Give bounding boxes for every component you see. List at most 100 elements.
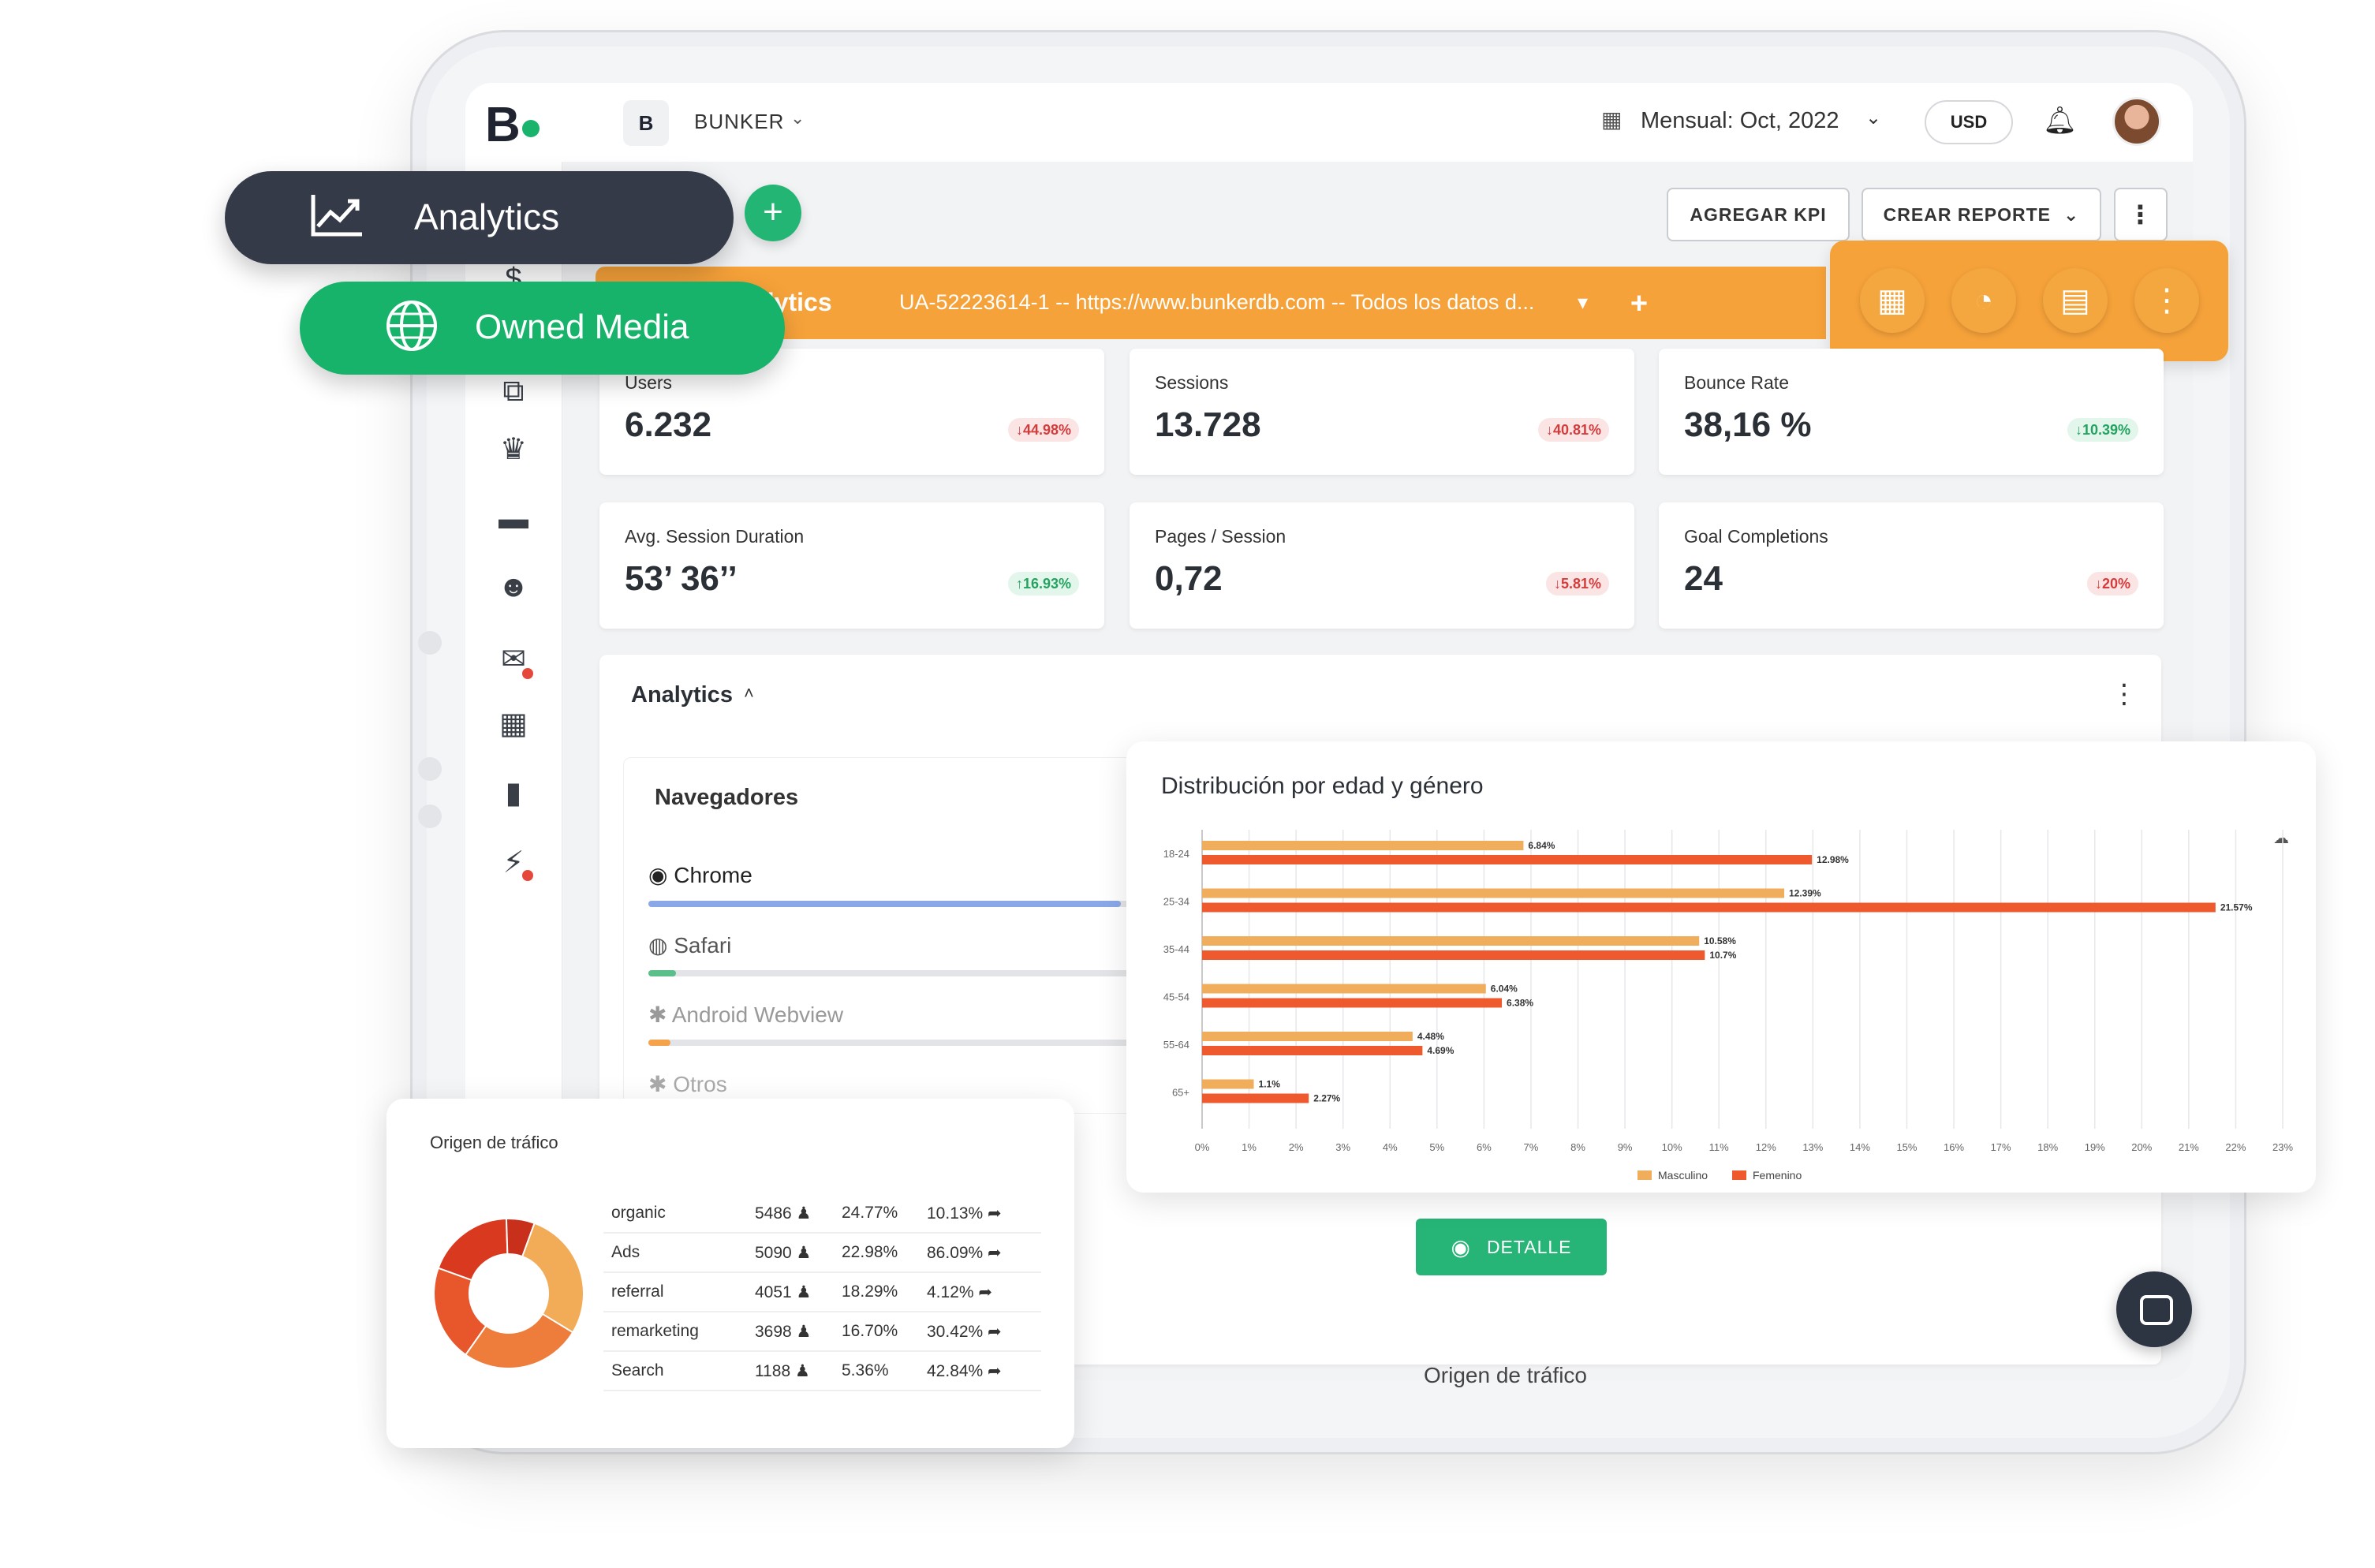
traffic-users: 5486 ♟ (755, 1204, 812, 1223)
data-label: 1.1% (1259, 1079, 1281, 1090)
mail-icon[interactable]: ✉ (501, 643, 526, 676)
x-tick-label: 8% (1570, 1141, 1585, 1153)
x-tick-label: 6% (1477, 1141, 1492, 1153)
kpi-value: 13.728 (1155, 405, 1261, 444)
browser-bar (648, 970, 1145, 976)
kpi-card-bounce-rate[interactable]: Bounce Rate 38,16 % ↓ 10.39% (1659, 349, 2164, 475)
donut-slice-search (505, 1218, 536, 1258)
more-options-button[interactable]: ⋮ (2114, 188, 2168, 241)
x-tick-label: 15% (1896, 1141, 1917, 1153)
owned-media-pill[interactable] (300, 282, 785, 375)
browser-item: ✱ Otros (648, 1072, 727, 1096)
x-tick-label: 13% (1802, 1141, 1823, 1153)
data-label: 6.84% (1528, 840, 1555, 851)
kpi-value: 38,16 % (1684, 405, 1812, 444)
kpi-card-pages-per-session[interactable]: Pages / Session 0,72 ↓ 5.81% (1130, 502, 1634, 629)
users-icon[interactable]: ☻ (498, 570, 529, 603)
bar-masculino (1202, 936, 1700, 946)
x-tick-label: 14% (1850, 1141, 1870, 1153)
x-tick-label: 16% (1944, 1141, 1964, 1153)
browser-bar-fill (648, 901, 1121, 907)
y-tick-label: 25-34 (1163, 896, 1189, 908)
traffic-origin-heading: Origen de tráfico (1424, 1363, 1587, 1387)
folder-icon[interactable]: ▬ (499, 502, 528, 536)
bar-femenino (1202, 1093, 1309, 1103)
chevron-down-icon[interactable]: ▾ (1578, 290, 1589, 314)
trophy-icon[interactable]: ♛ (499, 433, 528, 466)
data-label: 21.57% (2220, 902, 2253, 913)
device-side-button (418, 757, 442, 781)
grid-icon[interactable]: ▦ (1860, 268, 1925, 333)
chevron-down-icon[interactable]: ⌄ (790, 108, 805, 128)
account-selector[interactable]: UA-52223614-1 -- https://www.bunkerdb.co… (899, 290, 1535, 314)
workspace-badge[interactable]: B (623, 100, 669, 146)
browser-item: ◍ Safari (648, 933, 732, 958)
analytics-section-title[interactable]: Analytics (631, 682, 733, 707)
download-icon[interactable]: ☁ (2273, 830, 2289, 847)
kpi-card-sessions[interactable]: Sessions 13.728 ↓ 40.81% (1130, 349, 1634, 475)
data-label: 6.04% (1491, 984, 1518, 995)
kpi-change-badge: ↓ 10.39% (2067, 418, 2138, 442)
x-tick-label: 0% (1195, 1141, 1210, 1153)
donut-slice-remarketing (437, 1218, 509, 1282)
view-switcher-panel: ▦ ◔ ▤ ⋮ (1830, 241, 2228, 361)
avatar[interactable] (2112, 97, 2161, 146)
kpi-change-badge: ↓ 44.98% (1007, 418, 1079, 442)
data-label: 2.27% (1313, 1093, 1340, 1104)
workspace-name[interactable]: BUNKER (694, 110, 785, 133)
copy-icon[interactable]: ⧉ (502, 375, 525, 408)
donut-slice-organic (521, 1222, 584, 1334)
kpi-value: 6.232 (625, 405, 712, 444)
file-icon[interactable]: ▮ (505, 777, 522, 810)
bar-femenino (1202, 855, 1813, 864)
y-tick-label: 55-64 (1163, 1039, 1189, 1051)
legend-label: Masculino (1658, 1169, 1708, 1182)
x-tick-label: 4% (1383, 1141, 1398, 1153)
kebab-icon[interactable]: ⋮ (2134, 268, 2199, 333)
legend-swatch (1732, 1170, 1746, 1180)
bell-icon[interactable]: 🔔︎ (2043, 106, 2078, 136)
create-report-label: CREAR REPORTE (1883, 203, 2052, 225)
bar-femenino (1202, 950, 1705, 960)
app-logo[interactable]: B (485, 97, 540, 153)
data-label: 10.58% (1704, 935, 1736, 946)
x-tick-label: 12% (1756, 1141, 1776, 1153)
bar-masculino (1202, 888, 1785, 898)
kebab-icon[interactable]: ⋮ (2111, 679, 2138, 709)
analytics-pill[interactable] (225, 171, 734, 264)
kpi-card-goal-completions[interactable]: Goal Completions 24 ↓ 20% (1659, 502, 2164, 629)
browser-bar-fill (648, 1040, 671, 1046)
detail-button[interactable]: ◉ DETALLE (1416, 1219, 1607, 1275)
kpi-change-badge: ↓ 20% (2086, 572, 2138, 595)
y-tick-label: 45-54 (1163, 991, 1189, 1003)
traffic-share: 22.98% (842, 1243, 898, 1261)
table-icon[interactable]: ▦ (499, 707, 528, 741)
chevron-up-icon[interactable]: ˄ (744, 683, 754, 703)
table-row: organic 5486 ♟ 24.77% 10.13% ➦ (603, 1193, 1041, 1234)
arrow-down-icon: ↓ (1553, 575, 1561, 592)
currency-selector[interactable]: USD (1925, 100, 2013, 144)
source-bar (596, 267, 1826, 339)
kpi-label: Bounce Rate (1684, 372, 1789, 393)
chevron-down-icon[interactable]: ⌄ (1865, 107, 1882, 129)
traffic-bounce: 42.84% ➦ (927, 1362, 1002, 1380)
x-tick-label: 7% (1524, 1141, 1539, 1153)
x-tick-label: 11% (1709, 1141, 1729, 1153)
kpi-label: Avg. Session Duration (625, 526, 805, 547)
browser-bar (648, 901, 1145, 907)
gauge-icon[interactable]: ◔ (1951, 268, 2016, 333)
traffic-source: referral (611, 1282, 664, 1301)
period-selector[interactable]: Mensual: Oct, 2022 (1641, 108, 1839, 133)
bar-masculino (1202, 984, 1486, 994)
add-button[interactable]: + (745, 185, 801, 241)
chat-icon[interactable] (2116, 1271, 2192, 1347)
plug-icon[interactable]: ⚡ (502, 846, 525, 879)
device-side-button (418, 805, 442, 828)
add-kpi-button[interactable]: AGREGAR KPI (1667, 188, 1850, 241)
chrome-icon: ◉ (648, 863, 674, 887)
bar-masculino (1202, 1032, 1413, 1041)
add-source-button[interactable]: + (1630, 287, 1649, 320)
create-report-button[interactable]: CREAR REPORTE ⌄ (1862, 188, 2101, 241)
kpi-card-avg-session-duration[interactable]: Avg. Session Duration 53’ 36’’ ↑ 16.93% (599, 502, 1104, 629)
table-icon[interactable]: ▤ (2043, 268, 2108, 333)
